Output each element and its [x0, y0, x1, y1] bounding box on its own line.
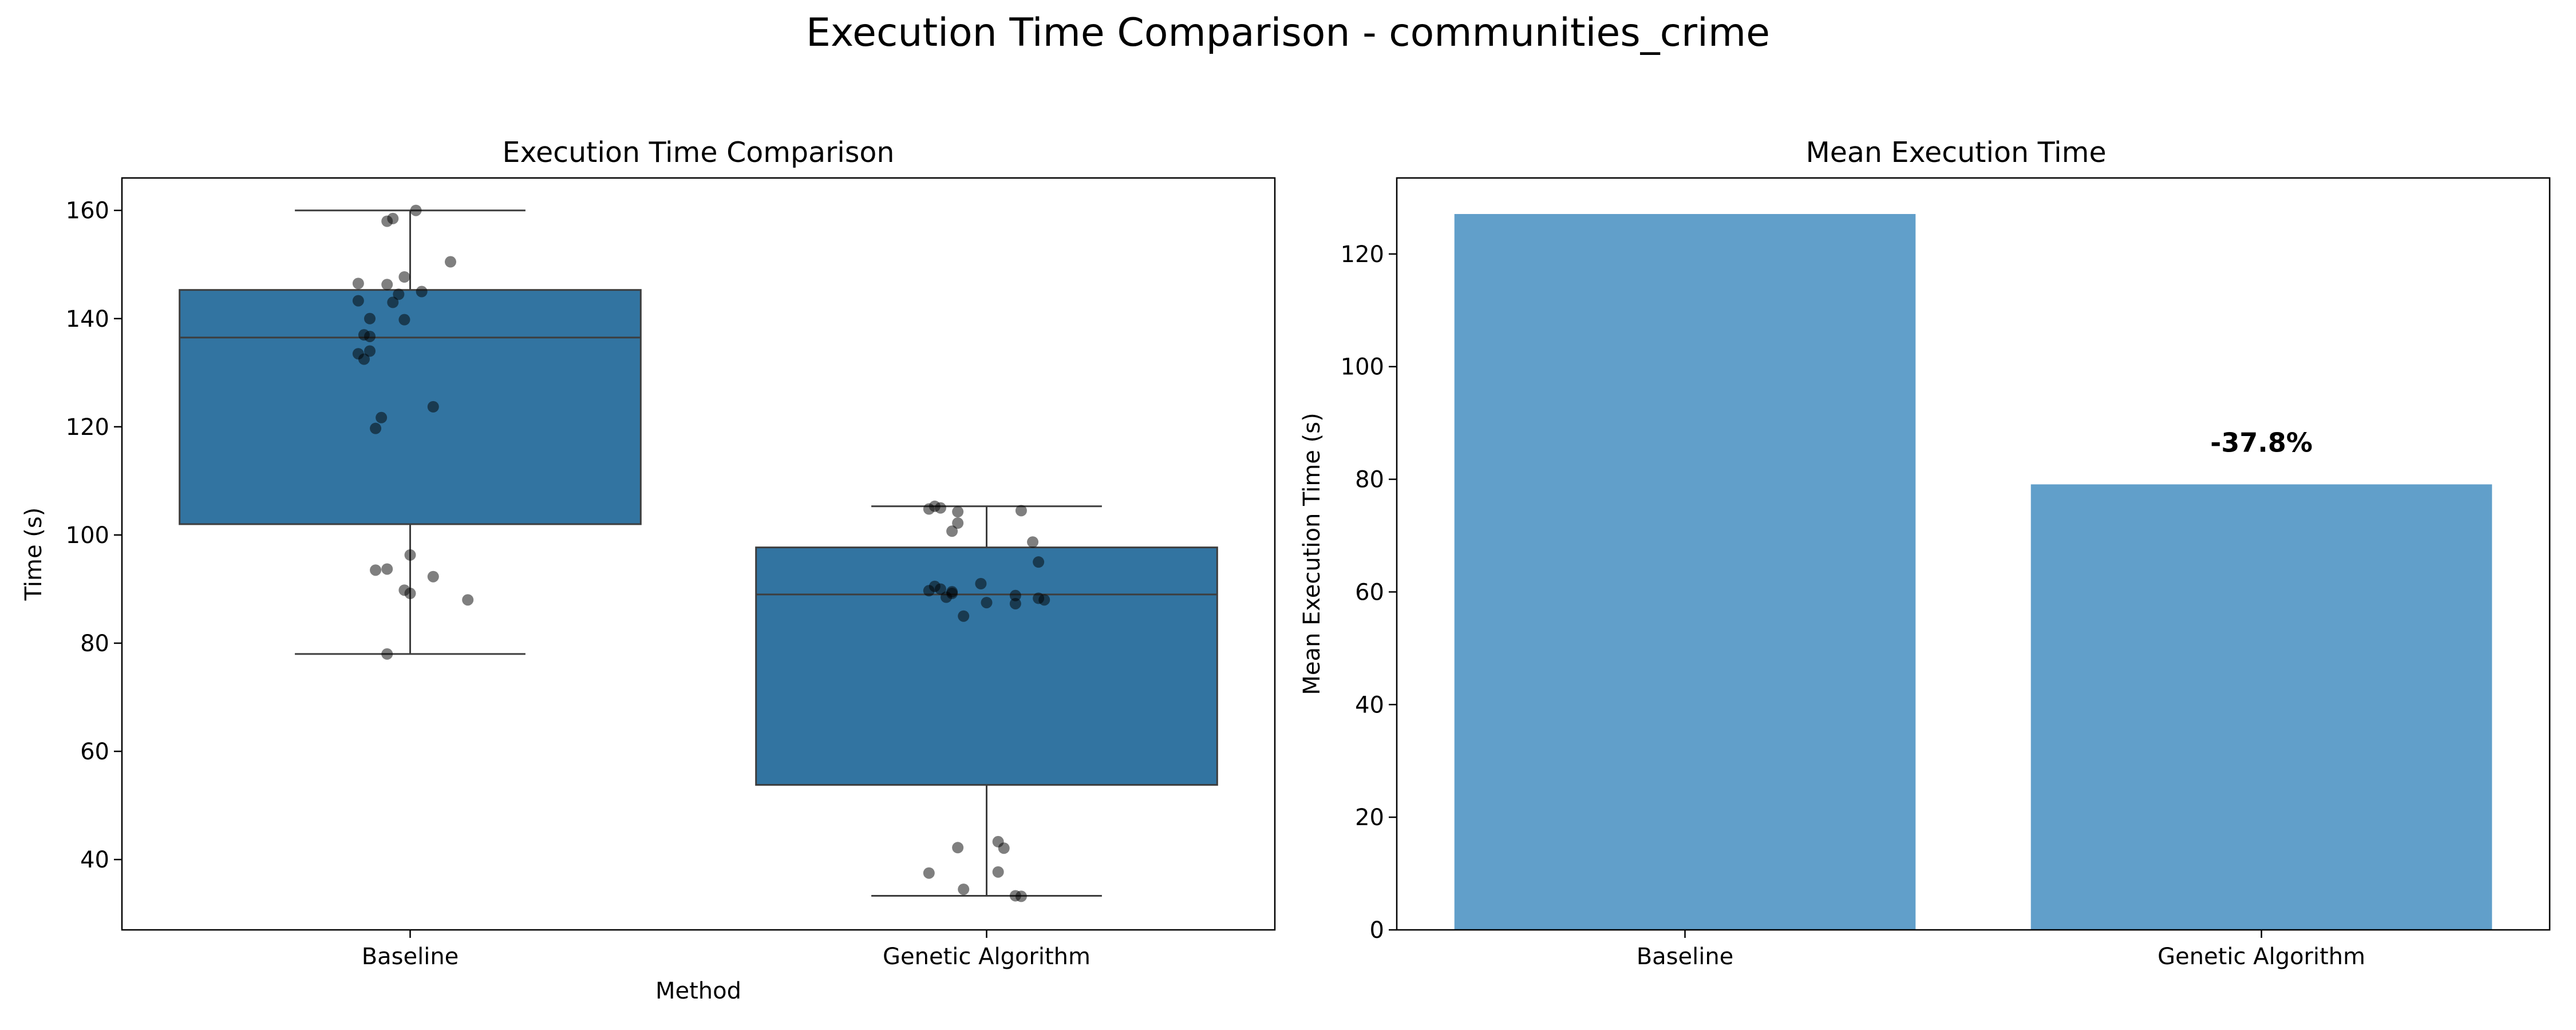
- point-genetic-algorithm-4: [952, 506, 964, 518]
- y-tick-label-60: 60: [1355, 579, 1384, 605]
- y-tick-label-40: 40: [80, 847, 109, 873]
- y-tick-label-120: 120: [1341, 241, 1384, 268]
- point-genetic-algorithm-1: [934, 502, 946, 514]
- point-baseline-19: [376, 411, 388, 423]
- box-plot-title: Execution Time Comparison: [503, 136, 895, 169]
- bar-chart-panel: Mean Execution Time -37.8% 0 20 40 60 80 100 1…: [1299, 136, 2551, 970]
- point-genetic-algorithm-15: [1009, 589, 1021, 601]
- point-baseline-20: [370, 422, 382, 434]
- bar-chart-y-axis-label: Mean Execution Time (s): [1299, 413, 1325, 695]
- y-tick-label-80: 80: [1355, 467, 1384, 493]
- point-baseline-10: [387, 296, 399, 308]
- point-baseline-27: [462, 594, 474, 606]
- bar-baseline: [1454, 213, 1916, 930]
- box-plot-area: [179, 204, 1218, 902]
- y-tick-label-100: 100: [1341, 354, 1384, 381]
- figure-title: Execution Time Comparison - communities_…: [806, 10, 1770, 56]
- point-genetic-algorithm-24: [998, 842, 1010, 854]
- x-tick-label-genetic-algorithm: Genetic Algorithm: [2158, 944, 2365, 970]
- point-baseline-0: [410, 204, 422, 216]
- bar-chart-area: -37.8%: [1454, 213, 2492, 930]
- y-tick-label-160: 160: [66, 198, 109, 224]
- point-genetic-algorithm-11: [934, 583, 946, 595]
- bar-chart-x-axis: Baseline Genetic Algorithm: [1637, 930, 2365, 970]
- point-genetic-algorithm-29: [1015, 890, 1027, 902]
- box-plot-x-axis-label: Method: [655, 978, 741, 1004]
- y-tick-label-20: 20: [1355, 805, 1384, 831]
- point-genetic-algorithm-18: [1038, 594, 1050, 606]
- y-tick-label-80: 80: [80, 631, 109, 657]
- point-baseline-11: [364, 312, 376, 324]
- point-genetic-algorithm-27: [958, 884, 970, 896]
- box-baseline: [179, 289, 642, 525]
- box-plot-frame: [121, 177, 1276, 931]
- point-baseline-12: [398, 314, 410, 326]
- point-genetic-algorithm-5: [952, 517, 964, 529]
- point-baseline-2: [381, 215, 393, 227]
- point-genetic-algorithm-26: [923, 867, 935, 879]
- point-baseline-6: [381, 279, 393, 291]
- point-baseline-5: [352, 278, 364, 290]
- y-tick-label-60: 60: [80, 739, 109, 765]
- point-genetic-algorithm-20: [1009, 597, 1021, 609]
- bar-genetic-algorithm: [2030, 484, 2492, 930]
- point-baseline-8: [393, 288, 405, 300]
- bar-chart-title: Mean Execution Time: [1805, 136, 2106, 169]
- point-genetic-algorithm-12: [923, 585, 935, 597]
- x-tick-label-genetic-algorithm: Genetic Algorithm: [883, 944, 1091, 970]
- point-baseline-15: [364, 345, 376, 357]
- point-baseline-22: [381, 563, 393, 575]
- y-tick-label-140: 140: [66, 306, 109, 332]
- y-tick-label-40: 40: [1355, 692, 1384, 718]
- point-baseline-23: [370, 564, 382, 576]
- point-baseline-7: [416, 286, 428, 298]
- point-genetic-algorithm-25: [992, 866, 1004, 878]
- bar-annotation-genetic-algorithm: -37.8%: [2210, 427, 2313, 458]
- box-genetic-algorithm: [755, 546, 1218, 786]
- point-baseline-9: [352, 295, 364, 307]
- point-genetic-algorithm-23: [952, 842, 964, 854]
- point-baseline-3: [444, 256, 456, 268]
- point-baseline-21: [404, 549, 416, 561]
- point-genetic-algorithm-3: [1015, 505, 1027, 517]
- point-genetic-algorithm-7: [1027, 536, 1039, 548]
- y-tick-label-100: 100: [66, 522, 109, 549]
- y-tick-label-0: 0: [1370, 917, 1384, 944]
- bar-chart-y-axis: 0 20 40 60 80 100 120: [1341, 241, 1397, 944]
- box-plot-panel: Execution Time Comparison 40 60 80 100 120 14…: [21, 136, 1276, 1004]
- point-baseline-24: [427, 571, 439, 583]
- x-tick-label-baseline: Baseline: [362, 944, 459, 970]
- point-genetic-algorithm-9: [975, 577, 987, 589]
- point-baseline-14: [364, 330, 376, 342]
- point-baseline-4: [398, 271, 410, 283]
- box-plot-y-axis-label: Time (s): [21, 508, 47, 601]
- point-genetic-algorithm-8: [1033, 556, 1045, 568]
- bar-chart-frame: [1396, 177, 2551, 931]
- x-tick-label-baseline: Baseline: [1637, 944, 1734, 970]
- point-baseline-26: [404, 588, 416, 600]
- point-genetic-algorithm-16: [941, 591, 953, 603]
- point-genetic-algorithm-19: [981, 597, 993, 609]
- point-baseline-18: [427, 401, 439, 413]
- y-tick-label-120: 120: [66, 414, 109, 441]
- box-plot-x-axis: Baseline Genetic Algorithm: [362, 930, 1091, 970]
- box-plot-y-axis: 40 60 80 100 120 140 160: [66, 198, 122, 873]
- point-genetic-algorithm-21: [958, 610, 970, 622]
- point-baseline-28: [381, 648, 393, 660]
- point-genetic-algorithm-2: [923, 503, 935, 515]
- point-baseline-17: [358, 353, 370, 365]
- point-genetic-algorithm-6: [946, 525, 958, 537]
